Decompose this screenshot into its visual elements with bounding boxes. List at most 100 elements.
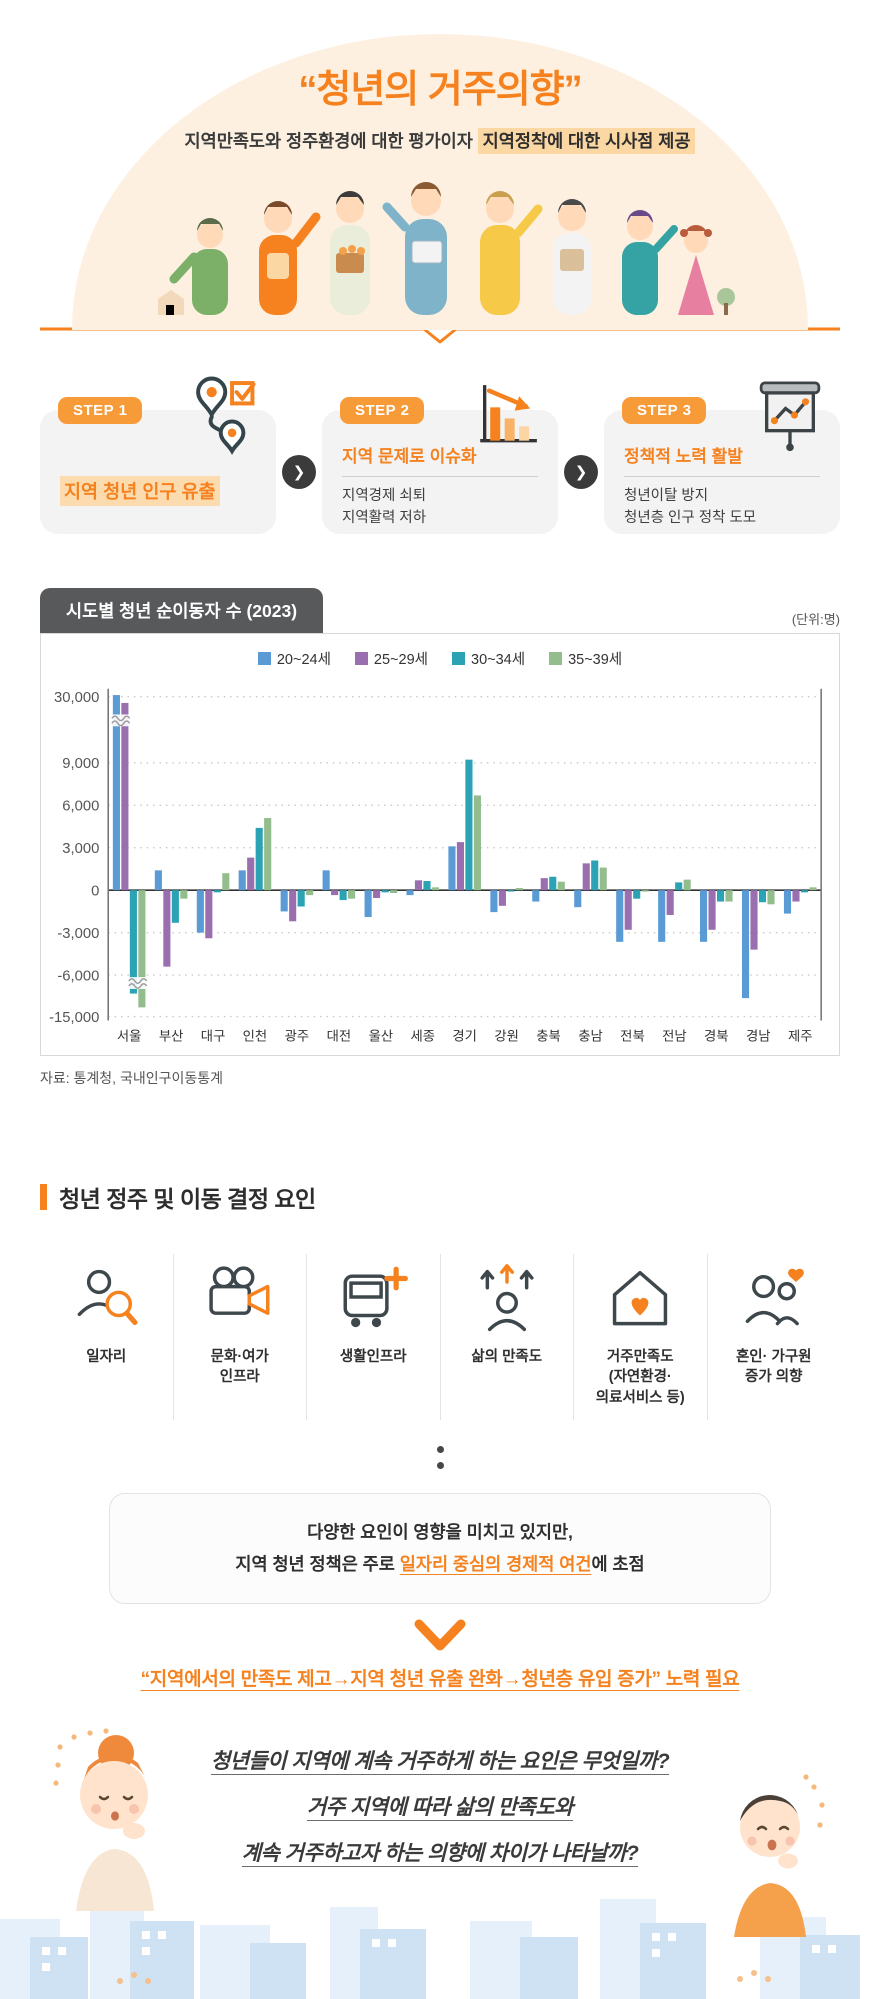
- step-title: 지역 청년 인구 유출: [60, 476, 220, 506]
- thinking-woman-illustration: [53, 1728, 154, 1911]
- x-axis-label: 충남: [578, 1028, 603, 1043]
- bar: [247, 857, 255, 891]
- bar: [423, 881, 431, 891]
- bar: [741, 890, 750, 999]
- bar: [289, 890, 297, 922]
- step-badge: STEP 1: [58, 397, 143, 424]
- bar: [456, 842, 464, 891]
- legend-label: 30~34세: [471, 652, 526, 668]
- bar: [532, 890, 540, 902]
- summary-line2-suffix: 에 초점: [591, 1554, 645, 1575]
- step-description: 청년이탈 방지 청년층 인구 정착 도모: [624, 488, 757, 527]
- svg-text:6,000: 6,000: [62, 798, 99, 814]
- svg-text:-15,000: -15,000: [49, 1010, 99, 1026]
- bar: [792, 890, 800, 902]
- legend-item: 25~29세: [354, 648, 428, 669]
- question-line-1: 청년들이 지역에 계속 거주하게 하는 요인은 무엇일까?: [210, 1749, 670, 1775]
- svg-text:-6,000: -6,000: [57, 968, 99, 984]
- bar: [112, 695, 120, 891]
- bar: [658, 890, 666, 942]
- bar: [448, 846, 456, 891]
- bar: [465, 759, 473, 891]
- bar: [591, 860, 599, 891]
- factor-list: 일자리 문화·여가 인프라 생활인프라 삶의 만족도 거주만족도 (자연환경· 의료서비스 등…: [40, 1254, 840, 1421]
- residence-satisfaction-icon: [576, 1260, 705, 1339]
- factors-section-title: 청년 정주 및 이동 결정 요인: [59, 1186, 316, 1213]
- bar: [381, 890, 389, 893]
- x-axis-label: 강원: [494, 1028, 519, 1043]
- bar: [171, 890, 179, 923]
- summary-line2: 지역 청년 정책은 주로: [235, 1554, 400, 1575]
- bar: [641, 890, 649, 892]
- bar: [154, 870, 162, 891]
- bar: [280, 890, 288, 912]
- route-pins-icon: [180, 374, 266, 465]
- bar: [322, 870, 330, 891]
- chart-box: 20~24세 25~29세 30~34세 35~39세 30,000 9,000 6,00…: [40, 633, 840, 1057]
- factor-item: 문화·여가 인프라: [174, 1254, 307, 1421]
- bar: [599, 867, 607, 891]
- legend-item: 35~39세: [549, 648, 622, 669]
- bar: [683, 879, 691, 891]
- bar: [750, 890, 758, 950]
- bar: [297, 890, 305, 907]
- bar: [180, 890, 188, 899]
- factor-label: 문화·여가 인프라: [210, 1349, 269, 1386]
- bar: [574, 890, 582, 908]
- bar: [473, 795, 481, 891]
- bar: [390, 890, 398, 894]
- bar: [716, 890, 725, 902]
- chart-source: 자료: 통계청, 국내인구이동통계: [40, 1070, 223, 1087]
- x-axis-label: 경북: [704, 1028, 729, 1043]
- x-axis-label: 대구: [201, 1028, 226, 1043]
- legend-swatch: [452, 652, 465, 665]
- factor-label: 일자리: [86, 1349, 127, 1366]
- svg-text:9,000: 9,000: [62, 756, 99, 772]
- svg-text:0: 0: [91, 883, 99, 899]
- legend-label: 35~39세: [568, 652, 623, 668]
- factor-label: 삶의 만족도: [471, 1349, 543, 1366]
- question-line-2: 거주 지역에 따라 삶의 만족도와: [307, 1796, 574, 1822]
- bar: [406, 890, 414, 896]
- chart-title-tab: 시도별 청년 순이동자 수 (2023): [40, 588, 324, 633]
- bar: [700, 890, 708, 942]
- bar: [557, 881, 565, 891]
- bar: [540, 878, 548, 891]
- bar: [783, 890, 792, 914]
- factor-item: 거주만족도 (자연환경· 의료서비스 등): [574, 1254, 708, 1421]
- x-axis-label: 부산: [159, 1028, 184, 1043]
- job-search-icon: [42, 1260, 171, 1339]
- bar: [758, 890, 767, 903]
- factor-item: 일자리: [40, 1254, 174, 1421]
- step-card-2: STEP 2 지역 문제로 이슈화 지역경제 쇠퇴 지역활력 저하: [322, 385, 558, 534]
- bar: [129, 890, 137, 994]
- legend-item: 30~34세: [452, 648, 525, 669]
- bar: [582, 863, 590, 891]
- page-subtitle: 지역만족도와 정주환경에 대한 평가이자 지역정착에 대한 시사점 제공: [0, 128, 880, 154]
- bar: [490, 890, 498, 913]
- step-badge: STEP 2: [340, 397, 425, 424]
- x-axis-label: 서울: [117, 1028, 142, 1043]
- living-infra-icon: [309, 1260, 438, 1339]
- bar: [364, 890, 372, 918]
- step-badge: STEP 3: [622, 397, 707, 424]
- bar: [809, 887, 817, 891]
- summary-box: 다양한 요인이 영향을 미치고 있지만, 지역 청년 정책은 주로 일자리 중심…: [109, 1493, 771, 1604]
- presentation-chart-icon: [750, 374, 830, 459]
- step-card-3: STEP 3 정책적 노력 활발 청년이탈 방지 청년층 인구 정착 도모: [604, 381, 840, 534]
- key-statement: “지역에서의 만족도 제고→지역 청년 유출 완화→청년층 유입 증가” 노력 …: [140, 1668, 740, 1690]
- bar: [708, 890, 716, 930]
- bar: [213, 890, 221, 893]
- question-lines: 청년들이 지역에 계속 거주하게 하는 요인은 무엇일까? 거주 지역에 따라 …: [0, 1717, 880, 1878]
- questions-section: 청년들이 지역에 계속 거주하게 하는 요인은 무엇일까? 거주 지역에 따라 …: [0, 1717, 880, 1999]
- bar: [414, 880, 423, 891]
- bar: [196, 890, 204, 933]
- step-title: 지역 문제로 이슈화: [342, 447, 477, 466]
- bar: [348, 890, 356, 899]
- summary-highlight: 일자리 중심의 경제적 여건: [399, 1554, 592, 1575]
- bar: [633, 890, 641, 899]
- x-axis-label: 제주: [788, 1028, 813, 1043]
- step-flow: STEP 1 지역 청년 인구 유출 ❯ STEP 2 지역 문제로 이슈화 지역경제 쇠…: [0, 376, 880, 534]
- subtitle-highlight: 지역정착에 대한 시사점 제공: [477, 128, 696, 154]
- bar: [373, 890, 381, 898]
